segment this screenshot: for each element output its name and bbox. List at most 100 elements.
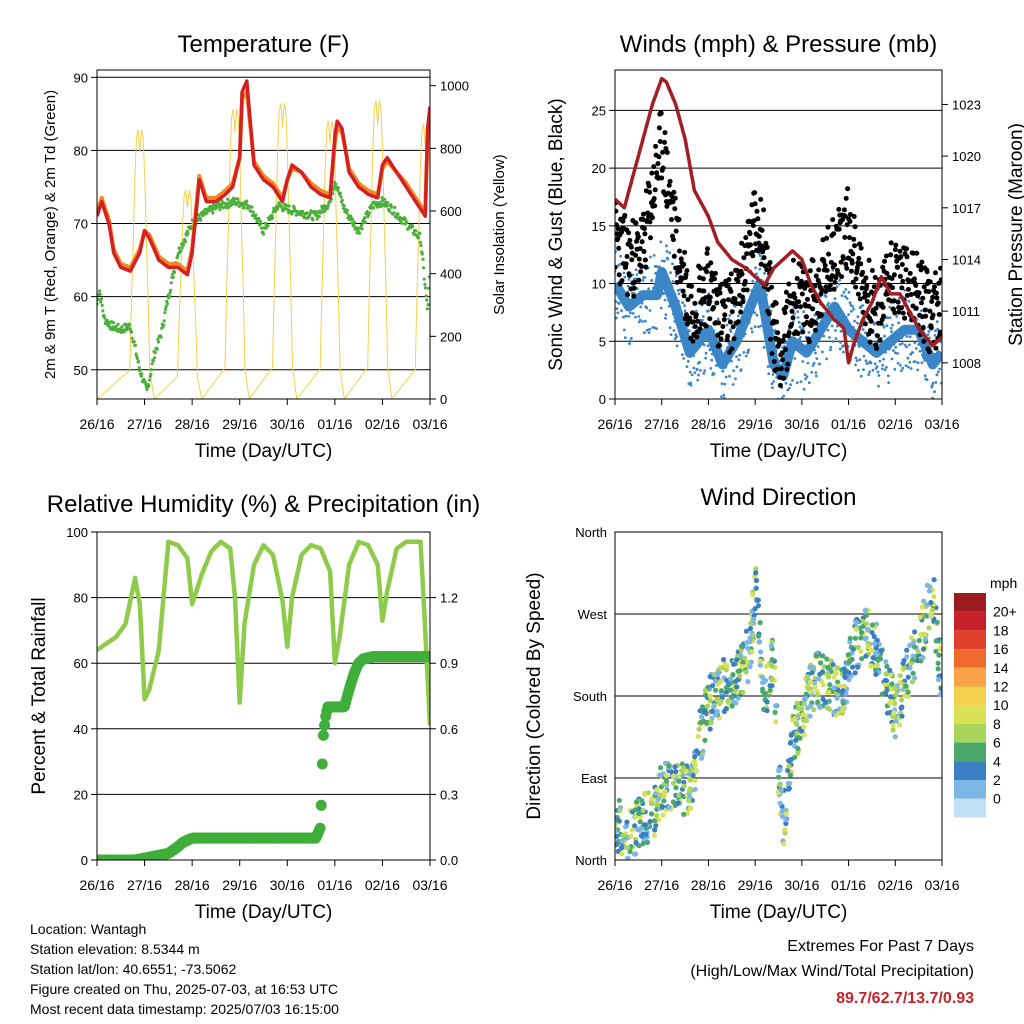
sonic-wind-point xyxy=(676,303,679,307)
direction-point xyxy=(636,810,642,817)
gust-point xyxy=(616,272,622,278)
sonic-wind-point xyxy=(759,324,763,328)
gust-point xyxy=(883,253,889,259)
dewpoint-point xyxy=(254,213,258,217)
dewpoint-point xyxy=(424,294,428,298)
sonic-wind-point xyxy=(868,370,871,374)
sonic-wind-point xyxy=(869,347,872,351)
sonic-wind-point xyxy=(890,330,893,333)
sonic-wind-point xyxy=(920,309,923,313)
direction-point xyxy=(673,769,679,775)
gust-point xyxy=(620,218,626,224)
direction-point xyxy=(783,820,789,827)
dewpoint-point xyxy=(153,356,157,360)
direction-point xyxy=(912,675,918,681)
gust-point xyxy=(839,274,845,280)
direction-point xyxy=(860,618,866,625)
sonic-wind-point xyxy=(680,338,684,342)
sonic-wind-point xyxy=(719,357,722,360)
gust-point xyxy=(774,319,780,325)
sonic-wind-point xyxy=(903,288,906,292)
sonic-wind-point xyxy=(877,384,880,388)
sonic-wind-point xyxy=(771,386,774,389)
sonic-wind-point xyxy=(925,378,929,382)
gust-point xyxy=(857,241,863,247)
sonic-wind-point xyxy=(637,315,641,318)
dewpoint-point xyxy=(233,197,237,201)
dewpoint-point xyxy=(251,210,255,214)
gust-point xyxy=(928,325,934,331)
sonic-wind-point xyxy=(710,358,714,362)
sonic-wind-point xyxy=(641,279,645,282)
gust-point xyxy=(722,312,728,318)
legend-swatch xyxy=(954,611,986,631)
direction-point xyxy=(702,737,708,743)
gust-point xyxy=(774,366,780,372)
sonic-wind-point xyxy=(622,271,626,275)
temperature-2m-line xyxy=(97,79,430,277)
chart-title: Temperature (F) xyxy=(177,31,349,58)
sonic-wind-point xyxy=(682,342,686,346)
sonic-wind-point xyxy=(793,357,797,360)
direction-point xyxy=(935,660,941,666)
sonic-wind-point xyxy=(629,311,632,315)
sonic-wind-point xyxy=(695,368,699,371)
sonic-wind-point xyxy=(840,315,843,319)
direction-point xyxy=(863,653,869,659)
sonic-wind-point xyxy=(658,272,662,276)
sonic-wind-point xyxy=(772,380,776,383)
direction-point xyxy=(661,798,667,804)
sonic-wind-point xyxy=(723,361,727,365)
sonic-wind-point xyxy=(897,331,901,334)
gust-point xyxy=(933,290,939,296)
direction-point xyxy=(817,704,823,711)
gust-point xyxy=(921,284,927,290)
sonic-wind-point xyxy=(814,351,817,355)
sonic-wind-point xyxy=(797,320,801,324)
gust-point xyxy=(805,296,810,302)
direction-point xyxy=(707,674,713,680)
plot-area xyxy=(615,566,942,860)
gust-point xyxy=(926,349,932,355)
sonic-wind-point xyxy=(766,365,770,369)
direction-point xyxy=(912,629,918,635)
direction-point xyxy=(830,662,836,668)
direction-point xyxy=(783,811,789,817)
direction-point xyxy=(654,812,660,819)
gust-point xyxy=(778,366,784,372)
gust-point xyxy=(898,254,904,260)
direction-point xyxy=(629,827,635,833)
direction-point xyxy=(643,832,649,838)
dewpoint-point xyxy=(132,340,136,344)
direction-point xyxy=(747,625,754,632)
sonic-wind-point xyxy=(811,340,814,344)
direction-point xyxy=(653,822,659,829)
sonic-wind-point xyxy=(889,345,892,349)
dewpoint-point xyxy=(405,220,409,225)
dewpoint-point xyxy=(183,240,187,244)
sonic-wind-point xyxy=(753,325,757,329)
sonic-wind-point xyxy=(886,374,890,378)
dewpoint-point xyxy=(427,275,430,279)
sonic-wind-point xyxy=(883,368,887,372)
direction-point xyxy=(615,842,619,848)
direction-point xyxy=(824,705,830,711)
sonic-wind-point xyxy=(784,402,787,405)
gust-point xyxy=(786,330,792,336)
direction-point xyxy=(793,737,799,743)
sonic-wind-point xyxy=(799,380,803,383)
direction-point xyxy=(725,698,731,704)
sonic-wind-point xyxy=(689,384,693,387)
sonic-wind-point xyxy=(929,364,933,368)
direction-point xyxy=(883,659,889,665)
direction-point xyxy=(868,647,874,653)
gust-point xyxy=(717,290,723,296)
sonic-wind-point xyxy=(619,254,622,258)
sonic-wind-point xyxy=(907,299,911,303)
sonic-wind-point xyxy=(880,367,884,371)
direction-point xyxy=(707,698,713,704)
direction-point xyxy=(782,827,788,833)
gust-point xyxy=(864,283,870,289)
gust-point xyxy=(828,277,834,282)
legend-label: 12 xyxy=(993,679,1009,695)
